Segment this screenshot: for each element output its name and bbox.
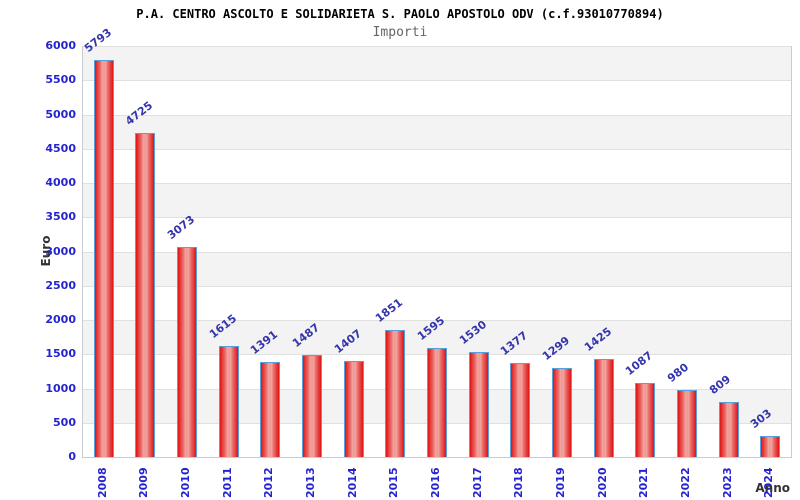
x-tick-label: 2017 <box>470 467 484 498</box>
plot-band <box>83 148 791 183</box>
bar-2010 <box>177 246 198 457</box>
bar-2022 <box>676 389 697 457</box>
bar-2009 <box>135 133 156 457</box>
plot-band <box>83 217 791 252</box>
bar-2018 <box>510 362 531 457</box>
bar-2015 <box>385 330 406 457</box>
gridline <box>83 183 791 184</box>
bar-2017 <box>468 352 489 457</box>
y-tick-label: 3500 <box>45 210 76 224</box>
plot-band <box>83 251 791 286</box>
bar-2023 <box>718 401 739 457</box>
gridline <box>83 114 791 116</box>
x-tick-label: 2010 <box>179 467 193 498</box>
x-tick-label: 2020 <box>595 467 609 498</box>
x-tick-label: 2009 <box>137 467 151 498</box>
gridline <box>83 251 791 253</box>
bar-2016 <box>427 347 447 457</box>
x-tick-label: 2012 <box>262 467 276 498</box>
gridline <box>83 320 791 321</box>
plot-band <box>83 80 791 115</box>
bar-2011 <box>218 346 239 457</box>
x-tick-label: 2013 <box>304 467 318 498</box>
y-tick-label: 0 <box>68 450 76 463</box>
plot-band <box>83 285 791 320</box>
plot-band <box>83 46 791 81</box>
gridline <box>83 217 791 219</box>
gridline <box>83 46 791 47</box>
plot-band <box>83 183 791 218</box>
plot-band <box>83 114 791 149</box>
y-tick-label: 500 <box>53 415 76 429</box>
y-tick-label: 2500 <box>45 278 76 292</box>
bar-2014 <box>343 360 364 457</box>
bar-2019 <box>551 368 572 457</box>
y-tick-label: 4000 <box>45 176 76 189</box>
y-tick-label: 1500 <box>45 347 76 361</box>
x-tick-label: 2023 <box>720 467 734 498</box>
y-tick-label: 2000 <box>45 313 76 326</box>
x-tick-label: 2021 <box>637 467 651 498</box>
gridline <box>83 80 791 82</box>
gridline <box>83 148 791 150</box>
chart-title: P.A. CENTRO ASCOLTO E SOLIDARIETA S. PAO… <box>136 7 664 21</box>
y-tick-label: 6000 <box>45 39 76 52</box>
y-axis-title: Euro <box>39 235 53 267</box>
y-tick-label: 5000 <box>45 107 76 121</box>
bar-2021 <box>635 382 656 457</box>
x-tick-label: 2022 <box>678 467 692 498</box>
x-tick-label: 2011 <box>220 467 234 498</box>
x-tick-label: 2016 <box>429 467 442 498</box>
y-tick-label: 4500 <box>45 141 76 155</box>
x-tick-label: 2018 <box>512 467 526 498</box>
x-axis-title: Anno <box>755 481 790 495</box>
plot-area: 5793 4725 3073 1615 1391 1487 1407 1851 1595 1530… <box>82 26 792 458</box>
x-tick-label: 2014 <box>345 467 359 498</box>
bar-2020 <box>593 359 614 457</box>
bar-2013 <box>302 355 323 457</box>
y-tick-label: 1000 <box>45 381 76 395</box>
bar-2008 <box>93 60 114 457</box>
y-tick-label: 3000 <box>45 244 76 258</box>
bar-2012 <box>260 361 281 457</box>
bar-2024 <box>760 436 781 457</box>
x-tick-label: 2015 <box>387 467 401 498</box>
gridline <box>83 285 791 287</box>
y-tick-label: 5500 <box>45 73 76 87</box>
chart-subtitle: Importi <box>372 25 428 40</box>
x-tick-label: 2019 <box>553 467 567 498</box>
x-tick-label: 2008 <box>95 467 109 498</box>
